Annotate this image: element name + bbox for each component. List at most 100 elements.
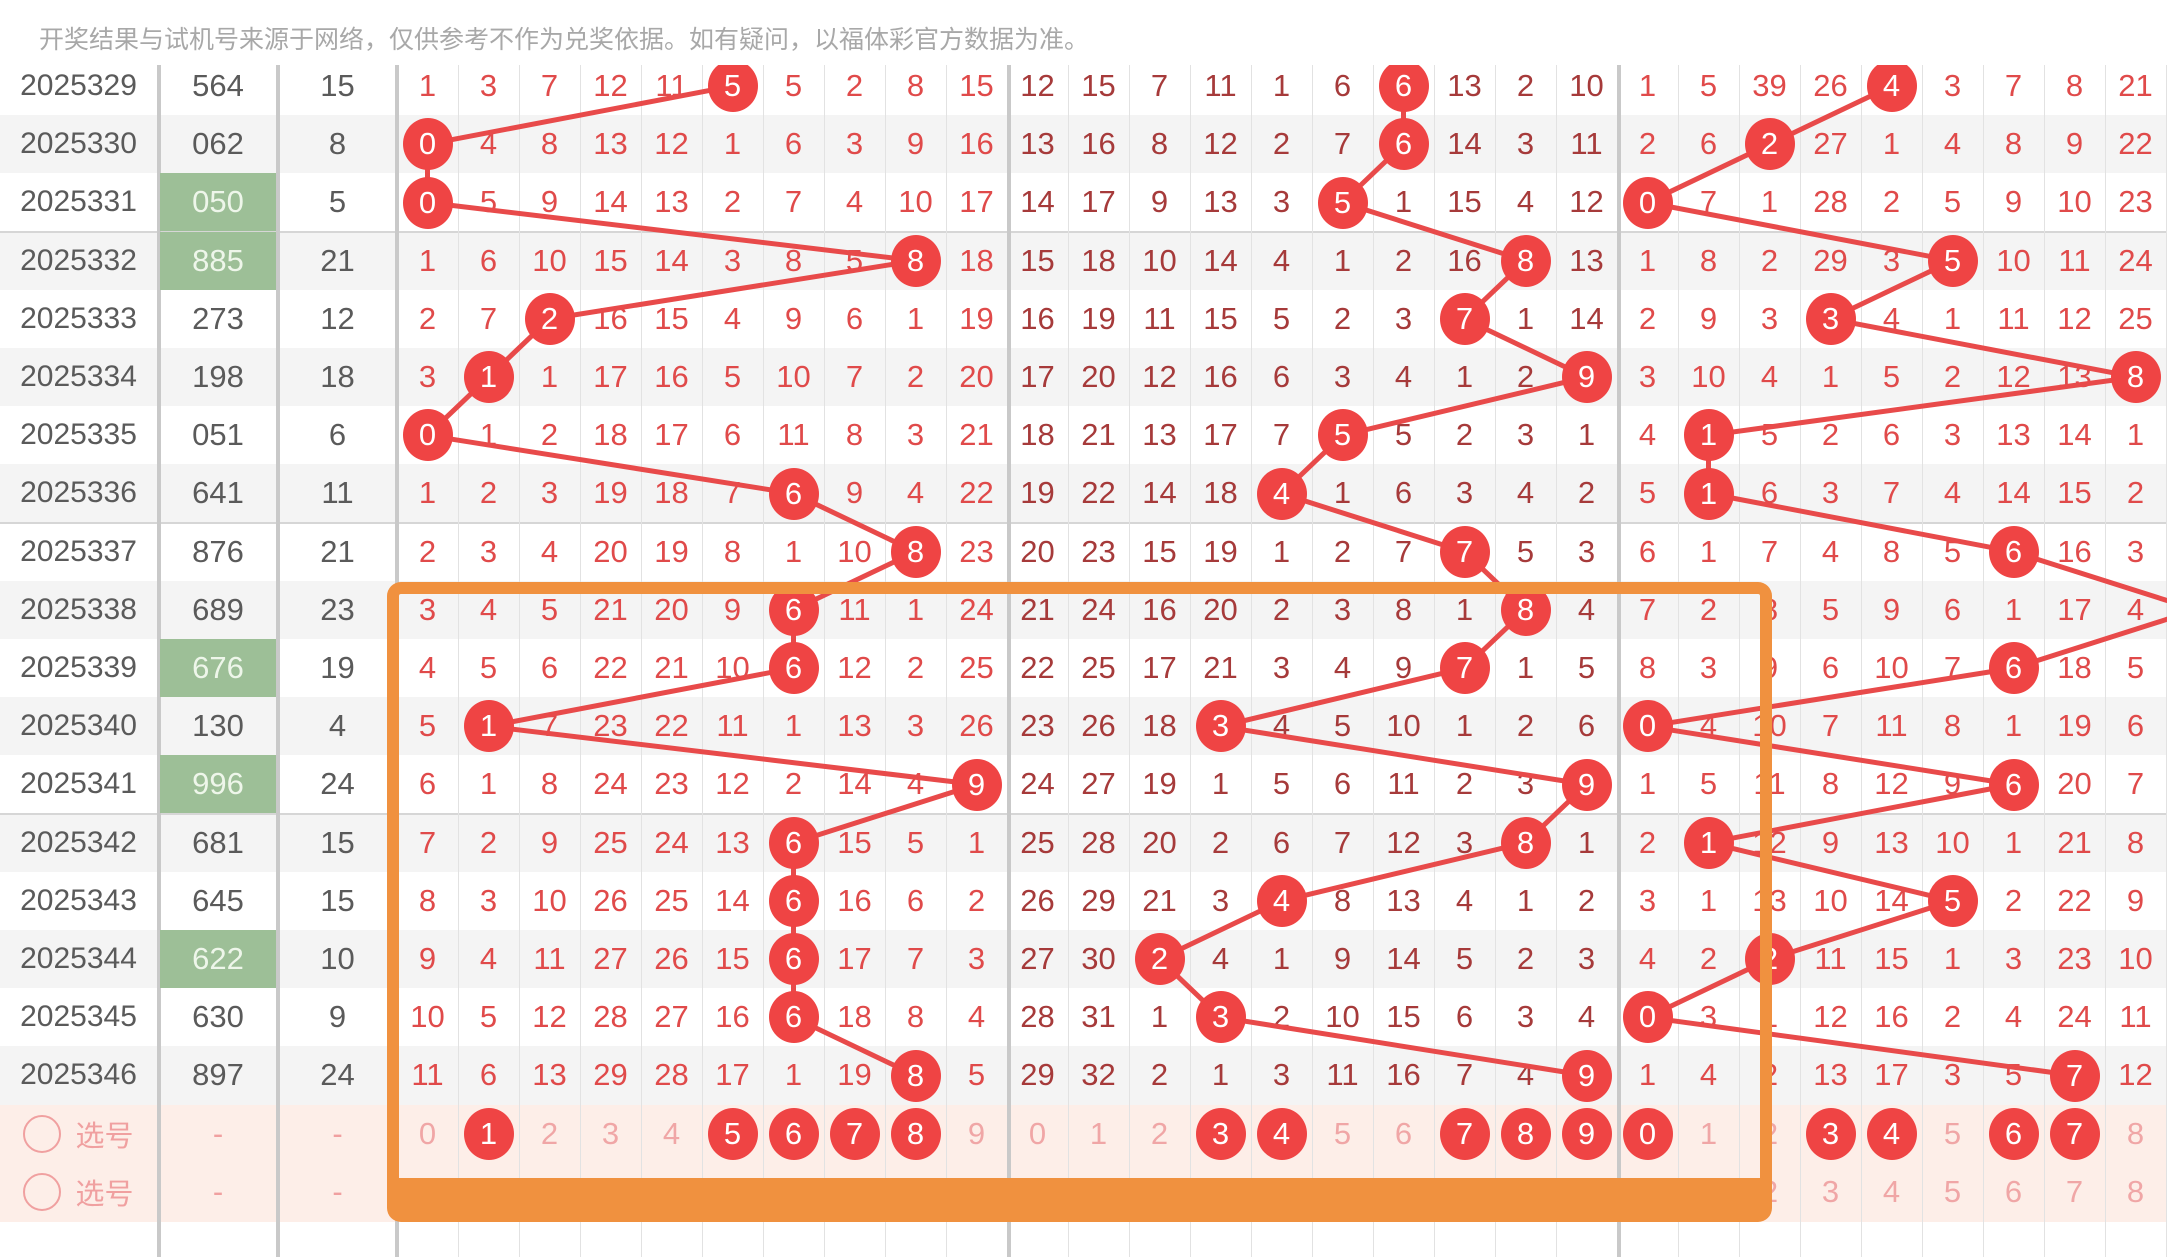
pick-digit[interactable]: 8 — [2105, 1105, 2166, 1163]
omission-cell: 5 — [1251, 290, 1312, 348]
pick-digit[interactable]: 4 — [641, 1163, 702, 1221]
pick-digit[interactable]: 5 — [1312, 1163, 1373, 1221]
pick-digit[interactable]: 4 — [1861, 1163, 1922, 1221]
omission-cell: 2 — [885, 348, 946, 406]
selected-digit-ball[interactable]: 0 — [1623, 1108, 1673, 1160]
pick-digit[interactable]: 2 — [1739, 1105, 1800, 1163]
radio-circle-icon[interactable] — [23, 1115, 61, 1153]
omission-cell: 17 — [641, 406, 702, 464]
omission-cell: 4 — [1495, 173, 1556, 231]
pick-digit[interactable]: 2 — [1129, 1163, 1190, 1221]
selected-digit-ball[interactable]: 8 — [1501, 1108, 1551, 1160]
selected-digit-ball[interactable]: 8 — [891, 1108, 941, 1160]
pick-digit[interactable]: 5 — [1922, 1105, 1983, 1163]
pick-digit[interactable]: 0 — [1007, 1105, 1068, 1163]
hit-ball: 2 — [1745, 933, 1795, 985]
omission-cell: 3 — [885, 406, 946, 464]
omission-cell: 7 — [2105, 755, 2166, 813]
selected-digit-ball[interactable]: 7 — [2050, 1108, 2100, 1160]
sum-value: 5 — [280, 173, 395, 231]
pick-digit[interactable]: 0 — [397, 1163, 458, 1221]
selected-digit-ball[interactable]: 6 — [1989, 1108, 2039, 1160]
selected-digit-ball[interactable]: 3 — [1806, 1108, 1856, 1160]
pick-digit[interactable]: 0 — [1617, 1163, 1678, 1221]
omission-cell: 7 — [1312, 814, 1373, 872]
pick-digit[interactable]: 4 — [1251, 1163, 1312, 1221]
omission-cell: 14 — [824, 755, 885, 813]
pick-digit[interactable]: 7 — [824, 1163, 885, 1221]
omission-cell: 1 — [1983, 814, 2044, 872]
pick-digit[interactable]: 5 — [1922, 1163, 1983, 1221]
pick-digit[interactable]: 2 — [1129, 1105, 1190, 1163]
omission-cell: 1 — [1190, 1046, 1251, 1104]
issue-number: 2025336 — [0, 464, 157, 522]
omission-cell: 8 — [885, 57, 946, 115]
pick-digit[interactable]: 7 — [2044, 1163, 2105, 1221]
omission-cell: 8 — [1861, 523, 1922, 581]
pick-digit[interactable]: 2 — [519, 1163, 580, 1221]
pick-digit[interactable]: 8 — [1495, 1163, 1556, 1221]
pick-digit[interactable]: 6 — [1373, 1163, 1434, 1221]
pick-digit[interactable]: 1 — [1068, 1105, 1129, 1163]
pick-digit[interactable]: 1 — [1678, 1163, 1739, 1221]
omission-cell: 13 — [1861, 814, 1922, 872]
selected-digit-ball[interactable]: 3 — [1196, 1108, 1246, 1160]
pick-digit[interactable]: 3 — [580, 1163, 641, 1221]
pick-digit[interactable]: 1 — [1678, 1105, 1739, 1163]
pick-number-toggle[interactable]: 选号 — [0, 1163, 157, 1221]
pick-digit[interactable]: 8 — [2105, 1163, 2166, 1221]
omission-cell: 1 — [885, 290, 946, 348]
pick-digit[interactable]: 0 — [397, 1105, 458, 1163]
pick-number-toggle[interactable]: 选号 — [0, 1105, 157, 1163]
pick-digit[interactable]: 1 — [1068, 1163, 1129, 1221]
pick-digit[interactable]: 9 — [946, 1163, 1007, 1221]
pick-digit[interactable]: 3 — [580, 1105, 641, 1163]
omission-cell: 15 — [702, 930, 763, 988]
pick-digit[interactable]: 2 — [1739, 1163, 1800, 1221]
omission-cell: 18 — [1190, 464, 1251, 522]
pick-digit[interactable]: 5 — [1312, 1105, 1373, 1163]
pick-digit[interactable]: 6 — [1373, 1105, 1434, 1163]
pick-digit[interactable]: 1 — [458, 1163, 519, 1221]
omission-cell: 17 — [824, 930, 885, 988]
pick-digit[interactable]: 7 — [1434, 1163, 1495, 1221]
selected-digit-ball[interactable]: 9 — [1562, 1108, 1612, 1160]
pick-digit[interactable]: 2 — [519, 1105, 580, 1163]
omission-cell: 2 — [763, 755, 824, 813]
pick-digit[interactable]: 4 — [641, 1105, 702, 1163]
omission-cell: 9 — [885, 115, 946, 173]
omission-cell: 29 — [1068, 872, 1129, 930]
selected-digit-ball[interactable]: 4 — [1257, 1108, 1307, 1160]
omission-cell: 3 — [1617, 348, 1678, 406]
pick-digit[interactable]: 3 — [1800, 1163, 1861, 1221]
selected-digit-ball[interactable]: 5 — [708, 1108, 758, 1160]
selected-digit-ball[interactable]: 7 — [830, 1108, 880, 1160]
selected-digit-ball[interactable]: 7 — [1440, 1108, 1490, 1160]
selected-digit-ball[interactable]: 4 — [1867, 1108, 1917, 1160]
omission-cell: 23 — [2044, 930, 2105, 988]
pick-digit[interactable]: 9 — [946, 1105, 1007, 1163]
omission-cell: 4 — [1800, 523, 1861, 581]
sum-value: 24 — [280, 755, 395, 813]
pick-digit[interactable]: 6 — [1983, 1163, 2044, 1221]
omission-cell: 6 — [1617, 523, 1678, 581]
pick-digit[interactable]: 8 — [885, 1163, 946, 1221]
radio-circle-icon[interactable] — [23, 1173, 61, 1211]
selected-digit-ball[interactable]: 6 — [769, 1108, 819, 1160]
pick-digit[interactable]: 3 — [1190, 1163, 1251, 1221]
omission-cell: 13 — [1190, 173, 1251, 231]
omission-cell: 22 — [580, 639, 641, 697]
hit-ball: 0 — [1623, 991, 1673, 1043]
pick-digit[interactable]: 0 — [1007, 1163, 1068, 1221]
hit-ball: 6 — [769, 817, 819, 869]
pick-digit[interactable]: 5 — [702, 1163, 763, 1221]
omission-cell: 6 — [2105, 697, 2166, 755]
omission-cell: 8 — [2105, 814, 2166, 872]
pick-digit[interactable]: 9 — [1556, 1163, 1617, 1221]
selected-digit-ball[interactable]: 1 — [464, 1108, 514, 1160]
hit-ball: 5 — [708, 60, 758, 112]
omission-cell: 11 — [1190, 57, 1251, 115]
omission-cell: 12 — [641, 115, 702, 173]
pick-digit[interactable]: 6 — [763, 1163, 824, 1221]
